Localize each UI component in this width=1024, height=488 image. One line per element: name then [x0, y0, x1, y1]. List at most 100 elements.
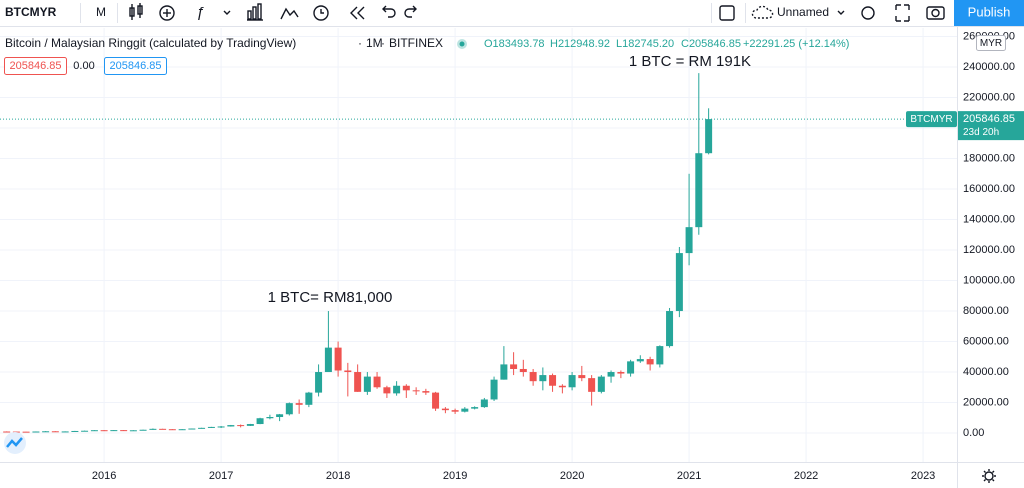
dropdown-icon[interactable] — [223, 10, 231, 15]
axis-settings-icon[interactable] — [982, 469, 996, 483]
candle-body — [188, 428, 196, 430]
replay-icon[interactable] — [350, 6, 365, 20]
candle-body — [178, 429, 186, 431]
candle-body — [42, 431, 50, 433]
sell-price[interactable]: 205846.85 — [10, 60, 62, 72]
interval-button[interactable]: M — [96, 5, 106, 19]
legend-title: Bitcoin / Malaysian Ringgit (calculated … — [5, 36, 296, 50]
candle-body — [666, 311, 674, 347]
compare-icon[interactable] — [159, 5, 175, 21]
candle-body — [363, 376, 371, 392]
y-tick-label: 140000.00 — [963, 213, 1015, 225]
currency-box — [976, 35, 1006, 51]
expand-icon[interactable] — [895, 4, 910, 22]
legend-exchange: BITFINEX — [389, 36, 443, 50]
x-tick-label: 2016 — [92, 470, 116, 482]
candle-body — [607, 372, 615, 377]
legend-open: O183493.78 — [484, 38, 545, 50]
undo-icon[interactable] — [382, 5, 396, 18]
y-tick-label: 160000.00 — [963, 183, 1015, 195]
y-tick-label: 80000.00 — [963, 305, 1009, 317]
legend-change: +22291.25 (+12.14%) — [743, 38, 849, 50]
candle-body — [149, 428, 157, 430]
legend-low: L182745.20 — [616, 38, 674, 50]
x-tick-label: 2021 — [677, 470, 701, 482]
candle-body — [276, 414, 284, 418]
candle-body — [227, 425, 235, 427]
annotation: 1 BTC= RM81,000 — [268, 289, 393, 306]
indicators-icon[interactable]: ƒ — [196, 4, 204, 21]
y-tick-label: 40000.00 — [963, 366, 1009, 378]
price-tag-value: 205846.85 — [963, 113, 1015, 125]
candle-body — [110, 430, 118, 432]
candle-body — [588, 378, 596, 392]
candle-body — [656, 346, 664, 365]
candle-body — [578, 375, 586, 379]
dropdown-icon[interactable] — [837, 10, 845, 15]
candles-icon[interactable] — [129, 3, 143, 20]
buy-price[interactable]: 205846.85 — [110, 60, 162, 72]
price-tag-countdown: 23d 20h — [963, 127, 999, 138]
candle-body — [636, 359, 644, 362]
candle-body — [461, 408, 469, 412]
candles — [3, 73, 713, 433]
y-tick-label: 0.00 — [963, 427, 984, 439]
candle-body — [617, 372, 625, 374]
currency-label: MYR — [980, 38, 1002, 49]
alert-icon[interactable] — [313, 5, 329, 21]
toolbar — [0, 0, 1024, 26]
y-tick-label: 180000.00 — [963, 152, 1015, 164]
candle-body — [627, 361, 635, 374]
candle-body — [597, 376, 605, 392]
redo-icon[interactable] — [404, 5, 417, 18]
x-tick-label: 2020 — [560, 470, 584, 482]
candle-body — [510, 364, 518, 369]
candle-body — [207, 426, 215, 428]
cloud-icon — [751, 5, 774, 19]
publish-label[interactable]: Publish — [968, 4, 1011, 19]
status-dot — [459, 41, 465, 47]
legend-dot: · — [358, 36, 362, 50]
candle-body — [539, 375, 547, 382]
legend-high: H212948.92 — [550, 38, 610, 50]
y-tick-label: 120000.00 — [963, 244, 1015, 256]
x-tick-label: 2022 — [794, 470, 818, 482]
price-tag — [958, 111, 1024, 141]
candle-body — [285, 403, 293, 415]
candle-body — [705, 119, 713, 154]
snapshot-icon[interactable] — [926, 6, 945, 20]
candle-body — [217, 426, 225, 428]
candle-body — [383, 387, 391, 394]
fullscreen-checkbox[interactable] — [719, 5, 735, 21]
candle-body — [324, 347, 332, 373]
legend-close: C205846.85 — [681, 38, 741, 50]
x-tick-label: 2019 — [443, 470, 467, 482]
candle-body — [471, 407, 479, 409]
y-tick-label: 100000.00 — [963, 274, 1015, 286]
candle-body — [129, 430, 137, 432]
layout-name[interactable]: Unnamed — [777, 5, 829, 19]
candle-body — [198, 427, 206, 429]
alert-chart-icon[interactable] — [280, 7, 299, 20]
tradingview-logo[interactable] — [4, 432, 26, 454]
candle-body — [490, 379, 498, 400]
candle-body — [685, 227, 693, 254]
candle-body — [354, 372, 362, 392]
candle-body — [12, 431, 20, 433]
candle-body — [412, 390, 420, 392]
candle-body — [51, 431, 59, 433]
settings-icon[interactable] — [861, 6, 875, 20]
buy-box[interactable] — [104, 57, 167, 75]
symbol[interactable]: BTCMYR — [5, 5, 57, 19]
publish-button[interactable] — [954, 0, 1024, 26]
sell-box[interactable] — [4, 57, 67, 75]
candle-body — [32, 431, 40, 433]
templates-icon[interactable] — [247, 3, 263, 21]
candle-body — [646, 359, 654, 365]
candle-body — [81, 430, 89, 432]
candle-body — [558, 385, 566, 388]
candle-body — [500, 364, 508, 380]
x-tick-label: 2017 — [209, 470, 233, 482]
y-tick-label: 220000.00 — [963, 91, 1015, 103]
